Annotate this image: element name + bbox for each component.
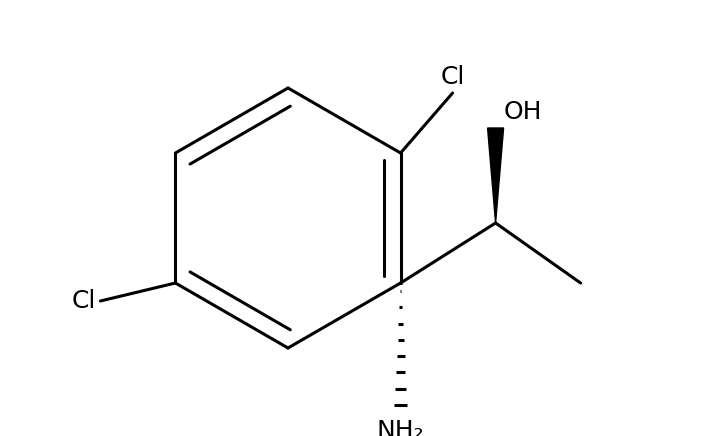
Polygon shape [488,128,503,223]
Text: OH: OH [503,100,542,124]
Text: Cl: Cl [72,289,96,313]
Text: NH₂: NH₂ [377,419,425,436]
Text: Cl: Cl [440,65,465,89]
